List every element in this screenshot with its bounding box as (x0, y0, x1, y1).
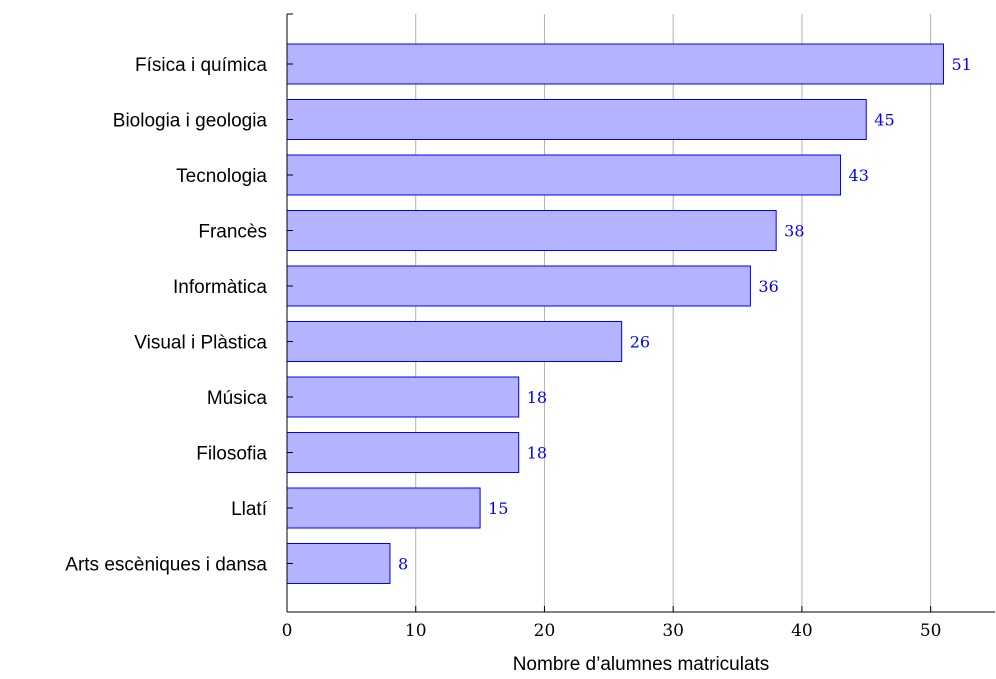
value-label: 15 (488, 499, 508, 518)
bar (286, 99, 867, 140)
bar (286, 321, 623, 362)
bar (286, 265, 751, 307)
category-label: Física i química (135, 55, 267, 76)
category-label: Llatí (231, 499, 268, 520)
bar (286, 154, 842, 196)
category-label: Tecnologia (176, 166, 267, 187)
value-label: 51 (952, 55, 972, 74)
labels: Física i química 51 Biologia i geologia 45 T… (65, 55, 972, 641)
category-label: Informàtica (173, 277, 267, 298)
value-label: 18 (527, 388, 547, 407)
value-label: 26 (630, 333, 650, 352)
value-label: 8 (398, 555, 408, 574)
x-tick-label: 50 (920, 621, 942, 641)
category-label: Biologia i geologia (113, 111, 268, 132)
bar (286, 43, 945, 85)
x-tick-label: 40 (791, 621, 813, 641)
value-label: 18 (527, 444, 547, 463)
bar (286, 376, 520, 418)
x-tick-label: 20 (534, 621, 556, 641)
x-tick-label: 30 (662, 621, 684, 641)
x-tick-label: 0 (282, 621, 293, 641)
value-label: 45 (874, 111, 894, 130)
bar (286, 543, 391, 584)
bars (286, 43, 945, 584)
axes (286, 13, 995, 613)
category-label: Música (207, 388, 268, 409)
x-tick-label: 10 (405, 621, 427, 641)
bar (286, 432, 520, 473)
bar (286, 210, 777, 251)
category-label: Francès (198, 222, 267, 243)
bar (286, 487, 481, 529)
value-label: 36 (758, 277, 778, 296)
category-label: Visual i Plàstica (134, 333, 267, 354)
x-axis-title: Nombre d’alumnes matriculats (513, 654, 770, 675)
value-label: 38 (784, 222, 804, 241)
category-label: Filosofia (196, 444, 267, 465)
value-label: 43 (849, 166, 869, 185)
category-label: Arts escèniques i dansa (65, 555, 267, 576)
